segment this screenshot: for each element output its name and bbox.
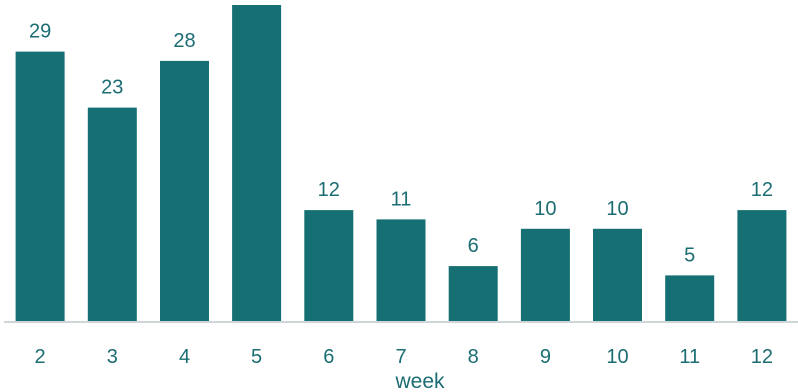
data-labels-group: 29 23 28 12 11 6 10 10 5 12 bbox=[29, 21, 773, 267]
x-axis-title: week bbox=[394, 370, 445, 392]
x-tick-label-5: 5 bbox=[251, 346, 262, 368]
bar-week-6 bbox=[304, 210, 354, 322]
bar-week-11 bbox=[665, 275, 715, 322]
bar-week-7 bbox=[376, 219, 426, 322]
data-label-week-12: 12 bbox=[751, 179, 773, 201]
bar-week-12 bbox=[737, 210, 787, 322]
x-tick-label-7: 7 bbox=[395, 346, 406, 368]
x-tick-label-3: 3 bbox=[107, 346, 118, 368]
x-tick-label-12: 12 bbox=[751, 346, 773, 368]
data-label-week-8: 6 bbox=[468, 235, 479, 257]
bar-week-9 bbox=[520, 228, 570, 322]
bar-week-4 bbox=[160, 60, 209, 323]
x-tick-label-9: 9 bbox=[540, 346, 551, 368]
x-tick-label-10: 10 bbox=[606, 346, 628, 368]
bar-week-2 bbox=[15, 51, 65, 322]
bar-week-3 bbox=[87, 107, 137, 322]
x-tick-label-11: 11 bbox=[679, 346, 700, 368]
data-label-week-11: 5 bbox=[684, 244, 695, 266]
bar-week-8 bbox=[448, 266, 498, 322]
data-label-week-6: 12 bbox=[318, 179, 340, 201]
x-tick-labels-group: 2 3 4 5 6 7 8 9 10 11 12 bbox=[35, 346, 773, 368]
data-label-week-3: 23 bbox=[101, 77, 123, 99]
x-tick-label-2: 2 bbox=[35, 346, 46, 368]
bar-week-5 bbox=[232, 5, 282, 322]
bars-group bbox=[15, 5, 787, 323]
data-label-week-7: 11 bbox=[391, 188, 412, 210]
x-tick-label-6: 6 bbox=[323, 346, 334, 368]
x-tick-label-8: 8 bbox=[468, 346, 479, 368]
data-label-week-9: 10 bbox=[534, 198, 556, 220]
x-tick-label-4: 4 bbox=[179, 346, 190, 368]
data-label-week-4: 28 bbox=[173, 30, 195, 52]
data-label-week-10: 10 bbox=[606, 198, 628, 220]
data-label-week-2: 29 bbox=[29, 21, 51, 43]
bar-week-10 bbox=[593, 228, 642, 322]
